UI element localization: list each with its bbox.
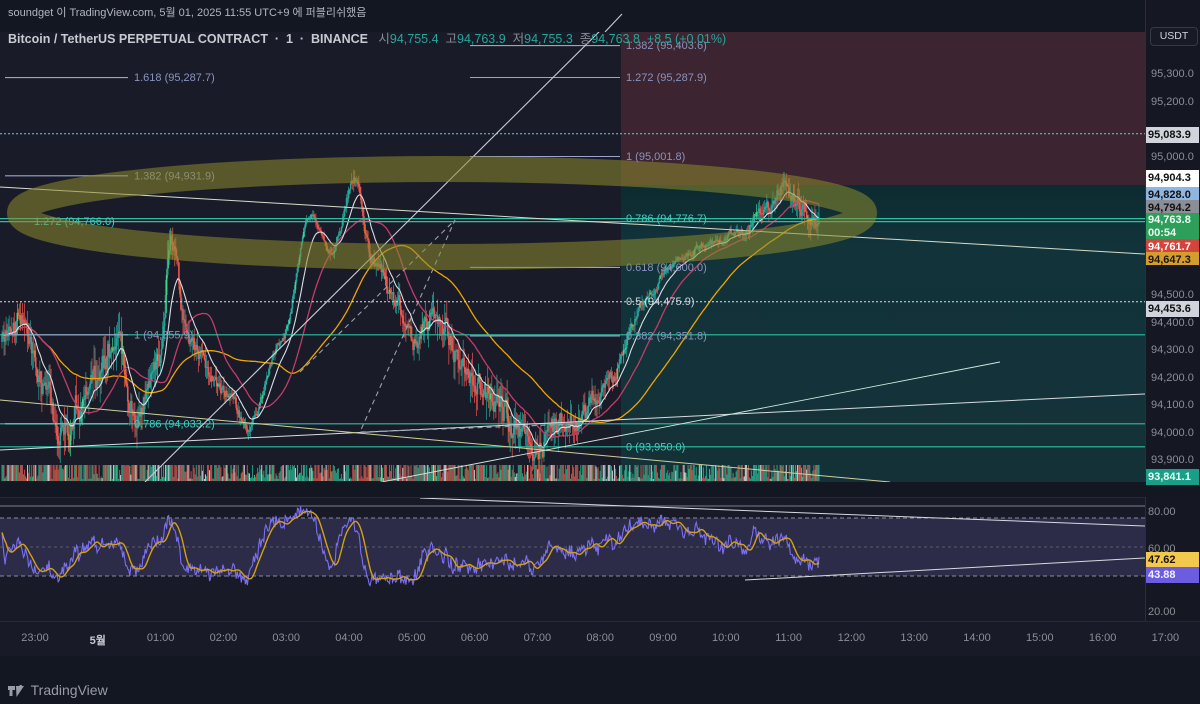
svg-text:0.786 (94,776.7): 0.786 (94,776.7): [626, 213, 707, 225]
svg-text:0.5 (94,475.9): 0.5 (94,475.9): [626, 296, 695, 308]
svg-text:1 (94,355.9): 1 (94,355.9): [134, 329, 193, 341]
svg-text:1.618 (95,287.7): 1.618 (95,287.7): [134, 72, 215, 84]
svg-text:1.272 (95,287.9): 1.272 (95,287.9): [626, 72, 707, 84]
svg-text:0.382 (94,351.8): 0.382 (94,351.8): [626, 330, 707, 342]
svg-text:0 (93,950.0): 0 (93,950.0): [626, 441, 685, 453]
